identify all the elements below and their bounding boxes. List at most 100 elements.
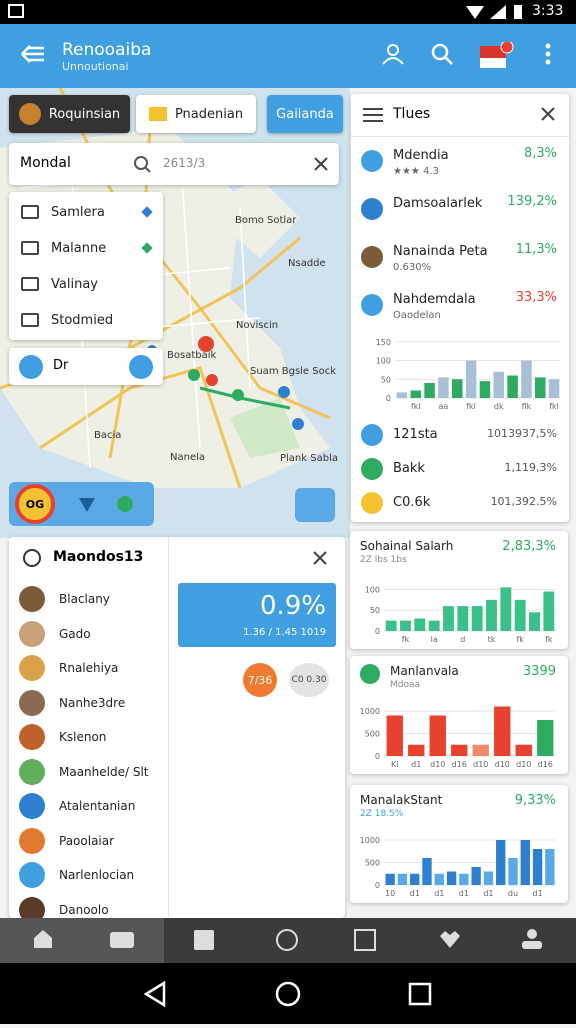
map-control-icons[interactable] — [77, 494, 147, 516]
bar — [414, 618, 426, 631]
search-button[interactable] — [431, 43, 453, 65]
x-tick-label: aa — [439, 402, 449, 411]
people-button[interactable] — [382, 44, 404, 65]
chart-card[interactable]: Sohainal Salarh 2Z lbs 1bs 2,83,3% 0 50 100 fk… — [350, 531, 568, 649]
x-tick-label: tk — [488, 635, 496, 644]
filter-row[interactable]: Nanainda Peta 0.630% 11,3% — [351, 242, 569, 286]
menu-icon — [21, 313, 39, 327]
chip[interactable]: 7/36 — [243, 663, 277, 697]
map-control-badge[interactable]: OG — [15, 484, 55, 524]
more-button[interactable] — [545, 43, 551, 65]
stat-card[interactable]: 0.9% 1.36 / 1.45 1019 — [178, 583, 336, 647]
place-item[interactable]: Narlenlocian — [9, 858, 169, 893]
tool-label: Dr — [53, 358, 69, 373]
clear-button[interactable] — [313, 156, 329, 172]
tool-bar: Dr — [9, 348, 163, 385]
bar-chart: 0 500 1000 Ki d1 d10 d16 d10 d10 d10 d16 — [360, 706, 556, 769]
place-item[interactable]: Danoolo — [9, 893, 169, 918]
chip[interactable]: C0 0.30 — [289, 663, 329, 697]
place-item[interactable]: Atalentanian — [9, 789, 169, 824]
map-label: Plank Sabla — [280, 453, 338, 464]
system-nav-buttons[interactable] — [0, 963, 576, 1024]
row-sub: Oaodelan — [393, 310, 441, 321]
place-name: Maanhelde/ Slt — [59, 764, 149, 779]
map-label: Bosatbaik — [167, 350, 217, 361]
bar — [451, 379, 463, 398]
x-tick-label: flk — [522, 402, 532, 411]
place-item[interactable]: Blaclany — [9, 582, 169, 617]
map-label: Nanela — [170, 452, 206, 463]
menu-item[interactable]: Stodmied — [9, 302, 163, 338]
bar — [471, 867, 481, 885]
filter-row[interactable]: Bakk 1,119,3% — [351, 456, 569, 486]
back-button[interactable] — [20, 44, 46, 64]
inbox-button[interactable] — [480, 42, 514, 68]
y-tick-label: 100 — [365, 585, 380, 594]
battery-icon — [514, 5, 522, 19]
tab[interactable]: Pnadenian — [136, 95, 256, 133]
place-item[interactable]: Nanhe3dre — [9, 686, 169, 721]
place-item[interactable]: Rnalehiya — [9, 651, 169, 686]
bar — [545, 849, 555, 885]
y-tick-label: 0 — [375, 627, 380, 636]
search-bar[interactable]: Mondal 2613/3 — [9, 143, 339, 185]
bar — [537, 720, 554, 756]
place-item[interactable]: Gado — [9, 617, 169, 652]
menu-label: Samlera — [51, 204, 105, 220]
filter-row[interactable]: 121sta 1013937,5% — [351, 422, 569, 452]
menu-mark — [141, 206, 153, 218]
x-tick-label: d1 — [483, 889, 493, 898]
bar — [451, 744, 468, 756]
filter-row[interactable]: Damsoalarlek 139,2% — [351, 194, 569, 238]
menu-item[interactable]: Malanne — [9, 230, 163, 266]
nav-buttons[interactable] — [34, 929, 542, 951]
x-tick-label: dk — [494, 402, 504, 411]
nav-active — [0, 918, 164, 963]
bar — [507, 375, 518, 398]
bar — [483, 871, 494, 885]
bar — [457, 606, 469, 631]
tab[interactable]: Gaiianda — [267, 95, 343, 133]
card-sub: 2Z lbs 1bs — [360, 555, 407, 565]
locate-button[interactable] — [295, 488, 335, 522]
filter-row[interactable]: Nahdemdala Oaodelan 33,3% — [351, 290, 569, 334]
map-label: Bomo Sotlar — [235, 215, 297, 226]
filter-row[interactable]: Mdendia ★★★ 4.3 8,3% — [351, 146, 569, 190]
chart-card[interactable]: Manlanvala Mdoaa 3399 0 500 1000 Ki d1 d10 d16 d10… — [350, 656, 568, 774]
divider — [168, 537, 169, 918]
menu-mark — [141, 242, 153, 254]
row-icon — [361, 198, 383, 220]
menu-label: Stodmied — [51, 312, 114, 328]
search-label: Mondal — [20, 155, 71, 171]
menu-item[interactable]: Valinay — [9, 266, 163, 302]
bar — [514, 599, 526, 631]
place-item[interactable]: Maanhelde/ Slt — [9, 755, 169, 790]
y-tick-label: 1000 — [360, 836, 380, 845]
map-label: Bacia — [94, 430, 122, 441]
tool-button[interactable] — [129, 355, 153, 379]
y-tick-label: 100 — [376, 357, 391, 366]
place-item[interactable]: Paoolaiar — [9, 824, 169, 859]
tool-button[interactable] — [19, 355, 43, 379]
close-button[interactable] — [541, 107, 555, 121]
bar — [521, 360, 532, 398]
row-icon — [361, 246, 383, 268]
close-button[interactable] — [313, 551, 327, 565]
chart-card[interactable]: ManalakStant 2Z 18.5% 9,33% 0 500 1000 10 d1 d1 d… — [350, 785, 568, 903]
bar — [532, 849, 543, 885]
place-item[interactable]: Kslenon — [9, 720, 169, 755]
bar — [438, 377, 449, 398]
y-tick-label: 150 — [376, 338, 391, 347]
menu-icon[interactable] — [363, 108, 383, 122]
filter-row[interactable]: C0.6k 101,392.5% — [351, 490, 569, 520]
signal-icon — [490, 5, 506, 19]
y-tick-label: 500 — [365, 859, 380, 868]
x-tick-label: d10 — [516, 760, 531, 769]
tab[interactable]: Roquinsian — [9, 95, 130, 133]
stat-sub: 1.36 / 1.45 1019 — [243, 627, 326, 638]
map-label: Noviscin — [236, 320, 279, 331]
bar — [397, 873, 408, 885]
menu-item[interactable]: Samlera — [9, 194, 163, 230]
clock: 3:33 — [532, 3, 564, 19]
